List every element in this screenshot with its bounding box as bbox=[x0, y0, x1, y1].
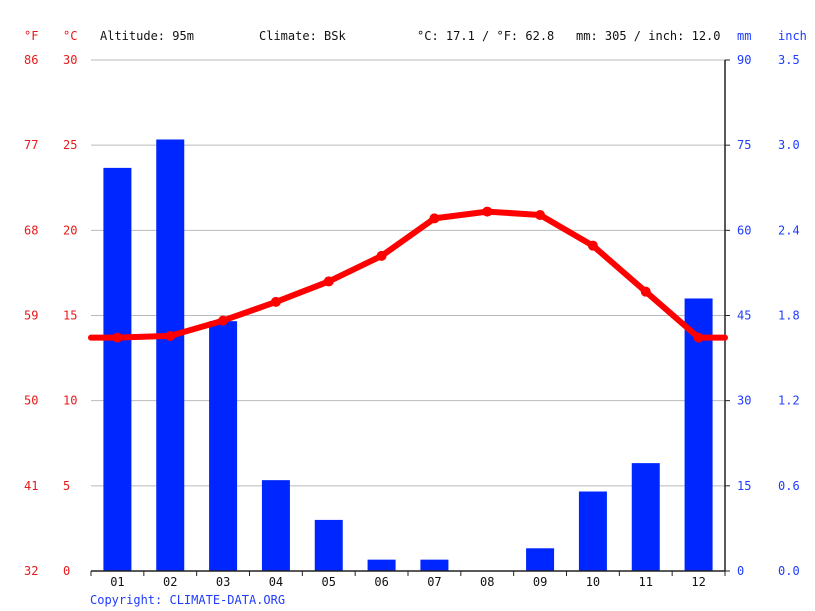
temperature-point bbox=[482, 206, 493, 217]
temperature-point bbox=[535, 210, 546, 221]
celsius-unit-label: °C bbox=[63, 29, 77, 43]
celsius-tick-label: 5 bbox=[63, 479, 70, 493]
fahrenheit-tick-label: 32 bbox=[24, 564, 38, 578]
mm-unit-label: mm bbox=[737, 29, 751, 43]
precipitation-bar bbox=[261, 480, 290, 571]
precipitation-bar bbox=[578, 491, 607, 571]
temperature-point bbox=[587, 240, 598, 251]
inch-tick-label: 3.0 bbox=[778, 138, 800, 152]
month-label: 09 bbox=[533, 575, 547, 589]
mm-tick-label: 15 bbox=[737, 479, 751, 493]
inch-tick-label: 0.0 bbox=[778, 564, 800, 578]
temperature-point bbox=[165, 330, 176, 341]
average-temperature-label: °C: 17.1 / °F: 62.8 bbox=[417, 29, 554, 43]
precipitation-bar bbox=[526, 548, 555, 571]
climate-label: Climate: BSk bbox=[259, 29, 346, 43]
temperature-point bbox=[640, 286, 651, 297]
inch-tick-label: 1.8 bbox=[778, 309, 800, 323]
temperature-line-path bbox=[88, 208, 728, 341]
grid-lines bbox=[91, 59, 725, 487]
temperature-point bbox=[270, 296, 281, 307]
fahrenheit-tick-label: 68 bbox=[24, 223, 38, 237]
temperature-point bbox=[112, 332, 123, 343]
mm-tick-label: 75 bbox=[737, 138, 751, 152]
month-label: 01 bbox=[110, 575, 124, 589]
celsius-tick-label: 15 bbox=[63, 309, 77, 323]
inch-tick-label: 1.2 bbox=[778, 394, 800, 408]
mm-tick-label: 30 bbox=[737, 394, 751, 408]
fahrenheit-tick-label: 41 bbox=[24, 479, 38, 493]
temperature-line bbox=[88, 206, 728, 343]
temperature-point bbox=[218, 315, 229, 326]
precipitation-bars bbox=[103, 139, 713, 571]
inch-tick-label: 2.4 bbox=[778, 223, 800, 237]
fahrenheit-tick-label: 50 bbox=[24, 394, 38, 408]
total-precipitation-label: mm: 305 / inch: 12.0 bbox=[576, 29, 721, 43]
celsius-tick-label: 30 bbox=[63, 53, 77, 67]
celsius-tick-label: 20 bbox=[63, 223, 77, 237]
celsius-tick-label: 10 bbox=[63, 394, 77, 408]
fahrenheit-tick-label: 59 bbox=[24, 309, 38, 323]
month-label: 05 bbox=[322, 575, 336, 589]
month-label: 04 bbox=[269, 575, 283, 589]
precipitation-bar bbox=[156, 139, 185, 571]
precipitation-bar bbox=[631, 463, 660, 571]
precipitation-bar bbox=[367, 559, 396, 571]
mm-tick-label: 60 bbox=[737, 223, 751, 237]
x-axis: 01 02 03 04 05 06 07 08 09 10 11 12 bbox=[90, 570, 726, 589]
temperature-point bbox=[376, 250, 387, 261]
mm-tick-label: 0 bbox=[737, 564, 744, 578]
temperature-point bbox=[323, 276, 334, 287]
right-axis: 90 3.5 75 3.0 60 2.4 45 1.8 30 1.2 15 0.6 0 0.0 bbox=[724, 53, 800, 578]
inch-tick-label: 0.6 bbox=[778, 479, 800, 493]
temperature-point bbox=[429, 213, 440, 224]
month-label: 06 bbox=[374, 575, 388, 589]
fahrenheit-tick-label: 86 bbox=[24, 53, 38, 67]
fahrenheit-tick-label: 77 bbox=[24, 138, 38, 152]
altitude-label: Altitude: 95m bbox=[100, 29, 194, 43]
inch-unit-label: inch bbox=[778, 29, 807, 43]
month-label: 08 bbox=[480, 575, 494, 589]
temperature-point bbox=[693, 332, 704, 343]
month-label: 02 bbox=[163, 575, 177, 589]
month-label: 12 bbox=[691, 575, 705, 589]
precipitation-bar bbox=[684, 298, 713, 571]
month-label: 07 bbox=[427, 575, 441, 589]
mm-tick-label: 45 bbox=[737, 309, 751, 323]
celsius-tick-label: 25 bbox=[63, 138, 77, 152]
celsius-tick-label: 0 bbox=[63, 564, 70, 578]
fahrenheit-unit-label: °F bbox=[24, 29, 38, 43]
precipitation-bar bbox=[420, 559, 449, 571]
inch-tick-label: 3.5 bbox=[778, 53, 800, 67]
month-label: 03 bbox=[216, 575, 230, 589]
month-label: 10 bbox=[586, 575, 600, 589]
left-axis: 86 30 77 25 68 20 59 15 50 10 41 5 32 0 bbox=[24, 53, 77, 578]
copyright-link[interactable]: Copyright: CLIMATE-DATA.ORG bbox=[90, 593, 285, 607]
precipitation-bar bbox=[103, 167, 132, 571]
precipitation-bar bbox=[314, 519, 343, 571]
precipitation-bar bbox=[209, 321, 238, 571]
mm-tick-label: 90 bbox=[737, 53, 751, 67]
month-label: 11 bbox=[639, 575, 653, 589]
